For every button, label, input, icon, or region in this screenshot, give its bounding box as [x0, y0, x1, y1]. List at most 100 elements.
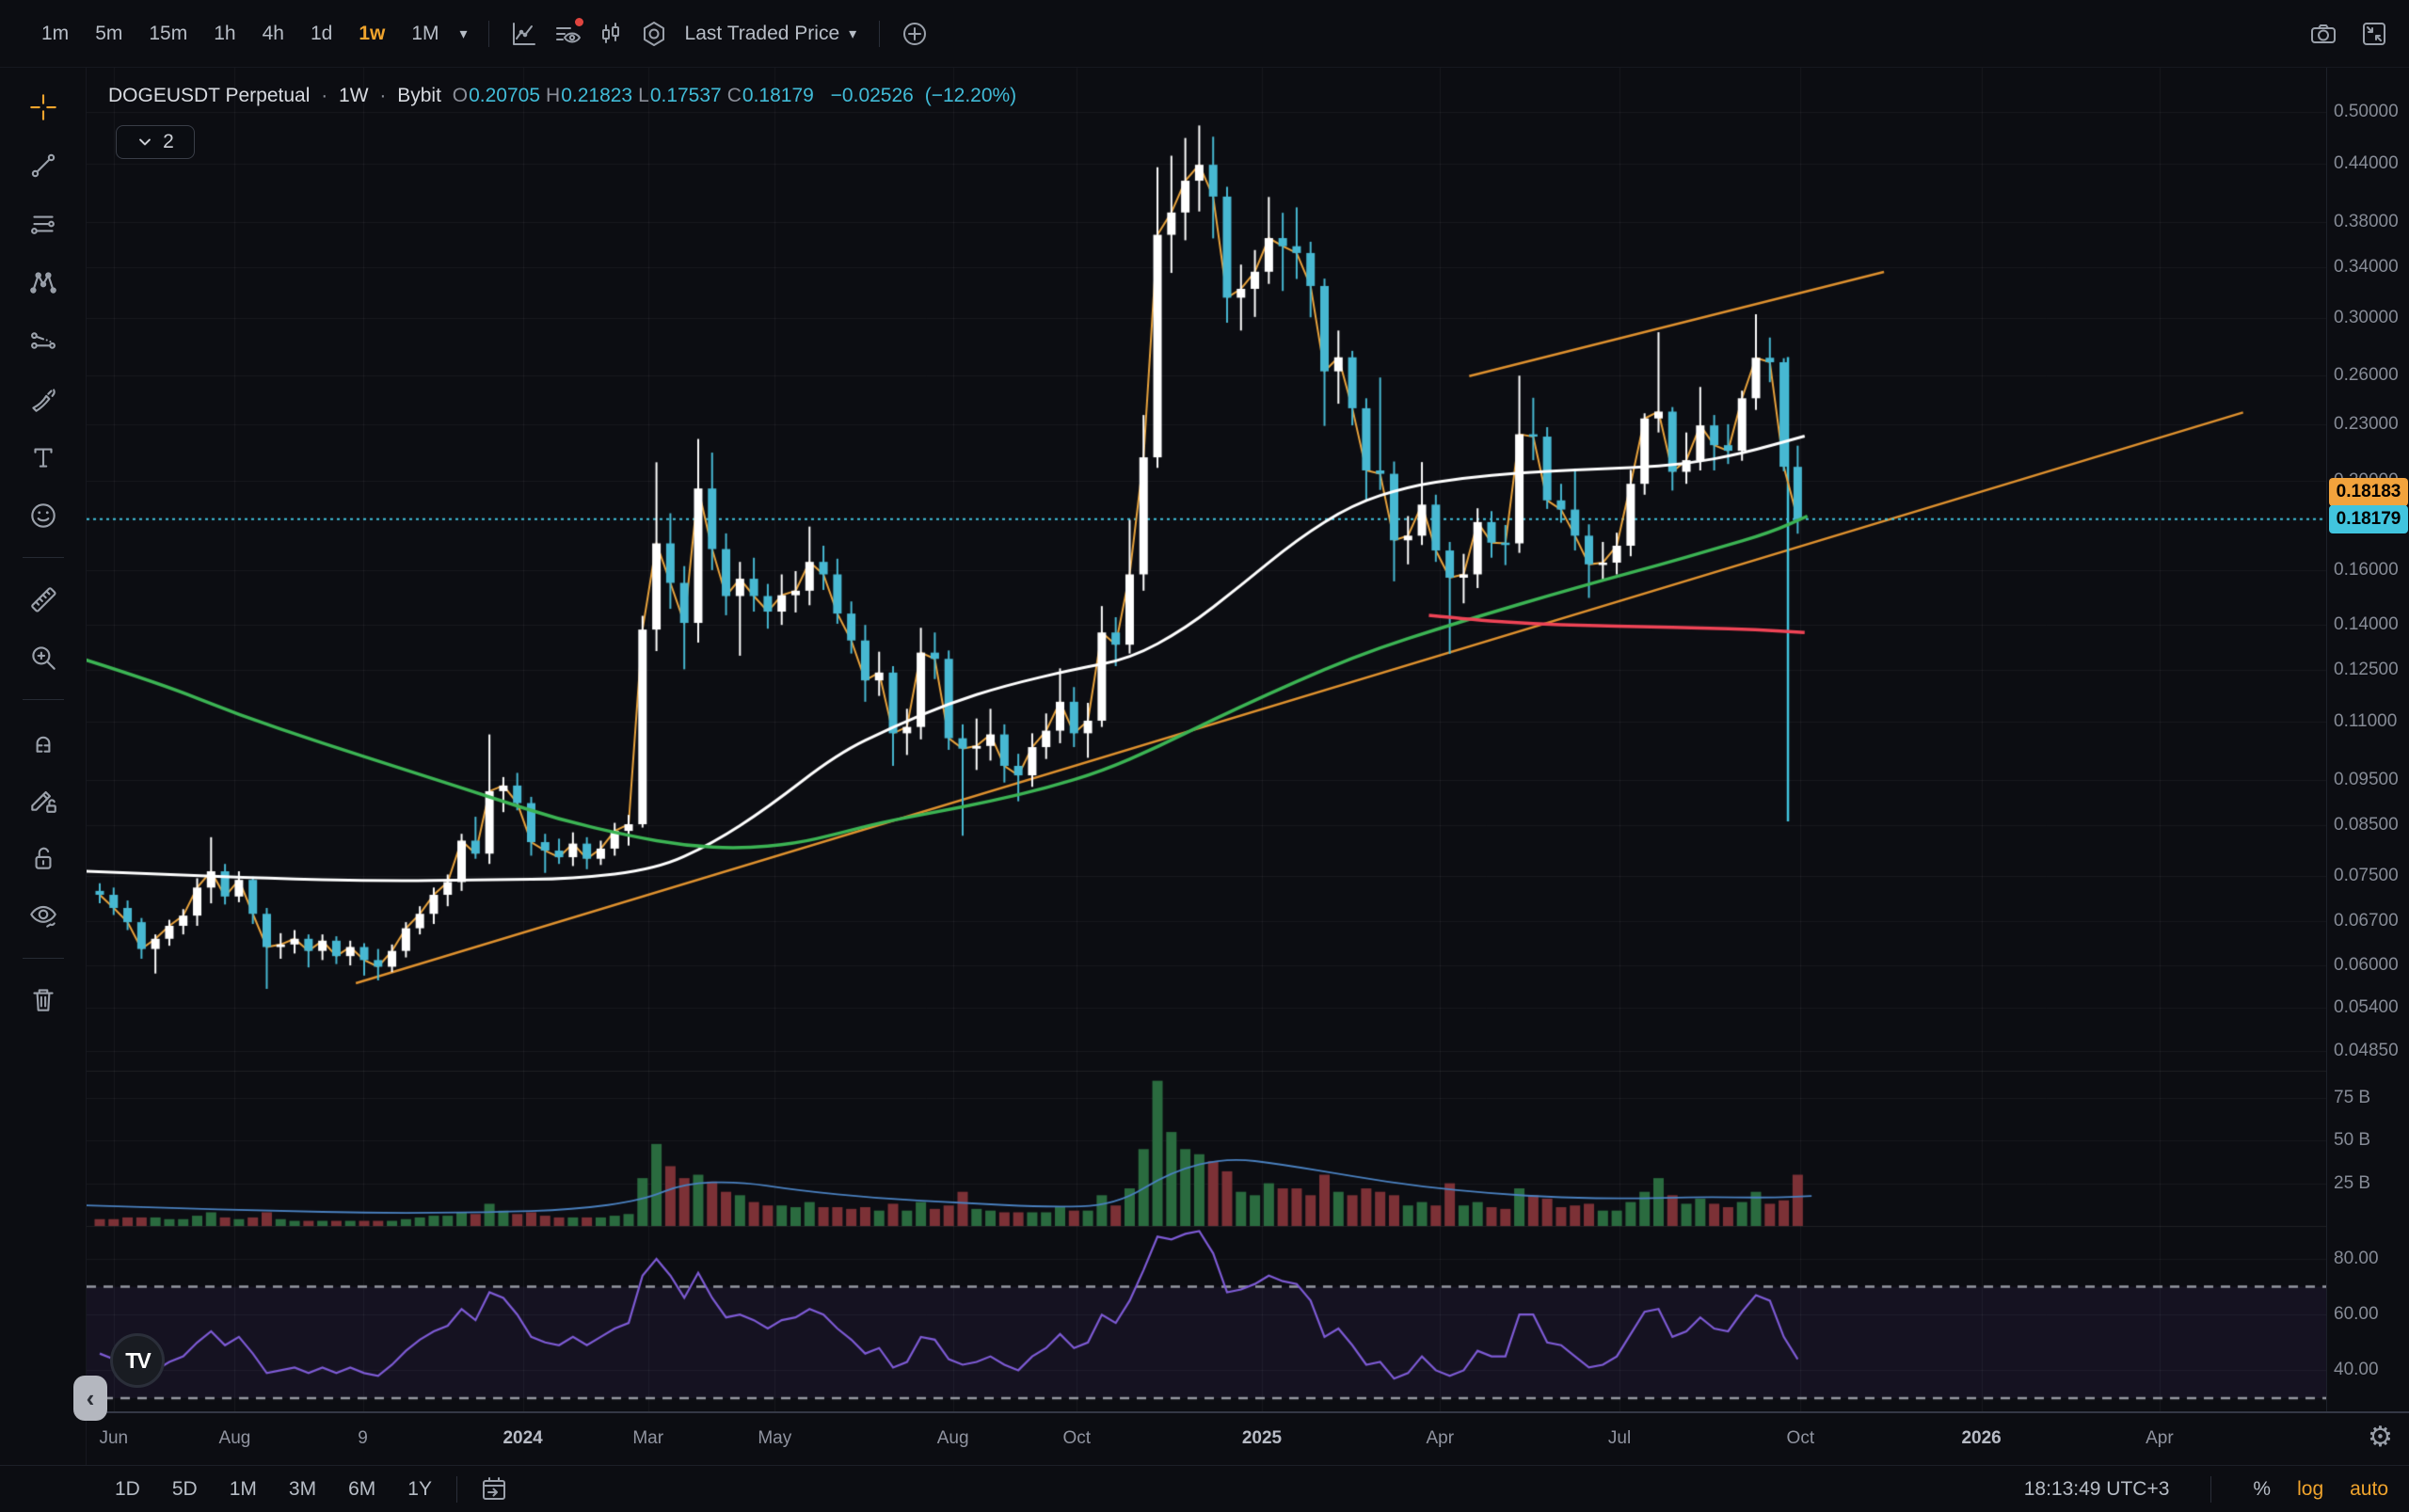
time-axis-label: May	[758, 1428, 792, 1448]
range-button-1M[interactable]: 1M	[229, 1477, 257, 1500]
toolbar-separator	[22, 958, 64, 959]
symbol-legend[interactable]: DOGEUSDT Perpetual · 1W · Bybit O0.20705…	[108, 85, 1022, 107]
camera-icon[interactable]	[2302, 12, 2345, 56]
projection-icon[interactable]	[19, 316, 68, 365]
ruler-icon[interactable]	[19, 575, 68, 624]
price-scale-label: 0.07500	[2334, 865, 2399, 885]
ohlc-label-L: L	[638, 85, 649, 106]
time-axis-label: 2025	[1241, 1428, 1283, 1448]
toolbar-collapse-tab[interactable]: ‹	[73, 1376, 107, 1421]
indicators-collapse-pill[interactable]: 2	[116, 125, 195, 159]
bottom-right-group: 18:13:49 UTC+3 % log auto	[2023, 1475, 2388, 1503]
clock[interactable]: 18:13:49 UTC+3	[2023, 1477, 2170, 1500]
rsi-scale-label: 60.00	[2334, 1304, 2379, 1325]
log-scale-toggle[interactable]: log	[2297, 1477, 2324, 1500]
interval-button-5m[interactable]: 5m	[95, 22, 123, 44]
price-scale-label: 0.05400	[2334, 997, 2399, 1018]
time-axis-label: Apr	[2146, 1428, 2174, 1448]
ohlc-value-L: 0.17537	[649, 85, 722, 106]
interval-menu-caret-icon[interactable]: ▾	[459, 25, 468, 42]
toolbar-divider	[455, 1475, 457, 1503]
hexagon-target-icon[interactable]	[632, 12, 676, 56]
trend-line-icon[interactable]	[19, 141, 68, 190]
interval-button-1w[interactable]: 1w	[359, 22, 386, 44]
volume-scale-label: 25 B	[2334, 1172, 2371, 1193]
legend-exchange: Bybit	[397, 85, 441, 106]
xabcd-pattern-icon[interactable]	[19, 258, 68, 307]
interval-button-1h[interactable]: 1h	[214, 22, 236, 44]
date-range-switcher: 1D 5D 1M 3M 6M 1Y	[105, 1474, 441, 1504]
time-axis-label: Aug	[218, 1428, 251, 1448]
zoom-in-icon[interactable]	[19, 633, 68, 682]
gear-icon[interactable]: ⚙	[2368, 1422, 2393, 1453]
price-scale-label: 0.12500	[2334, 660, 2399, 680]
crosshair-icon[interactable]	[19, 83, 68, 132]
price-scale-label: 0.11000	[2334, 710, 2398, 731]
range-button-1D[interactable]: 1D	[115, 1477, 140, 1500]
magnet-icon[interactable]	[19, 717, 68, 766]
price-scale-label: 0.09500	[2334, 770, 2399, 790]
compare-candles-icon[interactable]	[589, 12, 632, 56]
chevron-down-icon	[139, 138, 152, 146]
text-icon[interactable]	[19, 433, 68, 482]
bottom-toolbar: 1D 5D 1M 3M 6M 1Y 18:13:49 UTC+3 % log auto	[0, 1465, 2409, 1512]
edit-unlock-icon[interactable]	[19, 775, 68, 824]
time-axis-label: Apr	[1426, 1428, 1455, 1448]
price-scale-label: 0.26000	[2334, 364, 2399, 385]
interval-switcher: 1m 5m 15m 1h 4h 1d 1w 1M	[28, 15, 453, 53]
interval-button-1M[interactable]: 1M	[411, 22, 439, 44]
range-button-3M[interactable]: 3M	[288, 1477, 317, 1500]
price-scale[interactable]: 0.50000 0.44000 0.38000 0.34000 0.30000 0.260…	[2326, 68, 2409, 1411]
auto-scale-toggle[interactable]: auto	[2350, 1477, 2388, 1500]
interval-button-1d[interactable]: 1d	[310, 22, 333, 44]
fib-lines-icon[interactable]	[19, 199, 68, 248]
chart-area[interactable]: DOGEUSDT Perpetual · 1W · Bybit O0.20705…	[87, 68, 2409, 1465]
add-circle-icon[interactable]	[893, 12, 936, 56]
price-scale-label: 0.30000	[2334, 307, 2399, 327]
go-to-date-icon[interactable]	[472, 1468, 516, 1511]
legend-separator: ·	[379, 85, 387, 106]
toolbar-separator	[22, 699, 64, 700]
price-source-dropdown[interactable]: Last Traded Price ▾	[676, 15, 867, 53]
interval-button-4h[interactable]: 4h	[262, 22, 284, 44]
brush-icon[interactable]	[19, 374, 68, 423]
indicators-icon[interactable]	[546, 12, 589, 56]
chevron-down-icon: ▾	[849, 25, 857, 42]
drawing-toolbar	[0, 68, 87, 1465]
price-source-label: Last Traded Price	[684, 22, 840, 44]
ohlc-label-H: H	[546, 85, 561, 106]
interval-button-15m[interactable]: 15m	[149, 22, 188, 44]
price-scale-label: 0.14000	[2334, 613, 2399, 634]
last-price-tag[interactable]: 0.18179	[2329, 504, 2408, 533]
toolbar-divider	[2210, 1475, 2212, 1503]
time-axis-label: Mar	[632, 1428, 664, 1448]
time-axis[interactable]: ⚙ Jun Aug 9 2024 Mar May Aug Oct 2025 Apr Jul Oct 20…	[87, 1411, 2409, 1465]
eye-icon[interactable]	[19, 892, 68, 941]
time-axis-label: Jun	[99, 1428, 129, 1448]
candlestick-chart-canvas[interactable]	[87, 68, 2326, 1411]
legend-change-pct: (−12.20%)	[924, 85, 1017, 106]
rsi-scale-label: 80.00	[2334, 1249, 2379, 1268]
collapse-window-icon[interactable]	[2353, 12, 2396, 56]
ohlc-label-O: O	[452, 85, 469, 106]
toolbar-divider	[487, 20, 489, 47]
emoji-icon[interactable]	[19, 491, 68, 540]
time-axis-label: Aug	[936, 1428, 969, 1448]
chart-style-icon[interactable]	[503, 12, 546, 56]
percent-scale-toggle[interactable]: %	[2253, 1477, 2272, 1500]
trash-icon[interactable]	[19, 976, 68, 1025]
interval-button-1m[interactable]: 1m	[41, 22, 70, 44]
time-axis-label: Jul	[1607, 1428, 1632, 1448]
alert-price-tag[interactable]: 0.18183	[2329, 477, 2408, 506]
legend-interval[interactable]: 1W	[339, 85, 369, 106]
time-axis-label: 2024	[503, 1428, 543, 1448]
tradingview-logo[interactable]: TV	[110, 1333, 165, 1388]
range-button-6M[interactable]: 6M	[348, 1477, 376, 1500]
range-button-1Y[interactable]: 1Y	[407, 1477, 432, 1500]
price-scale-label: 0.04850	[2334, 1041, 2399, 1061]
toolbar-separator	[22, 557, 64, 558]
unlock-icon[interactable]	[19, 834, 68, 883]
range-button-5D[interactable]: 5D	[171, 1477, 198, 1500]
symbol-name[interactable]: DOGEUSDT Perpetual	[108, 85, 311, 106]
